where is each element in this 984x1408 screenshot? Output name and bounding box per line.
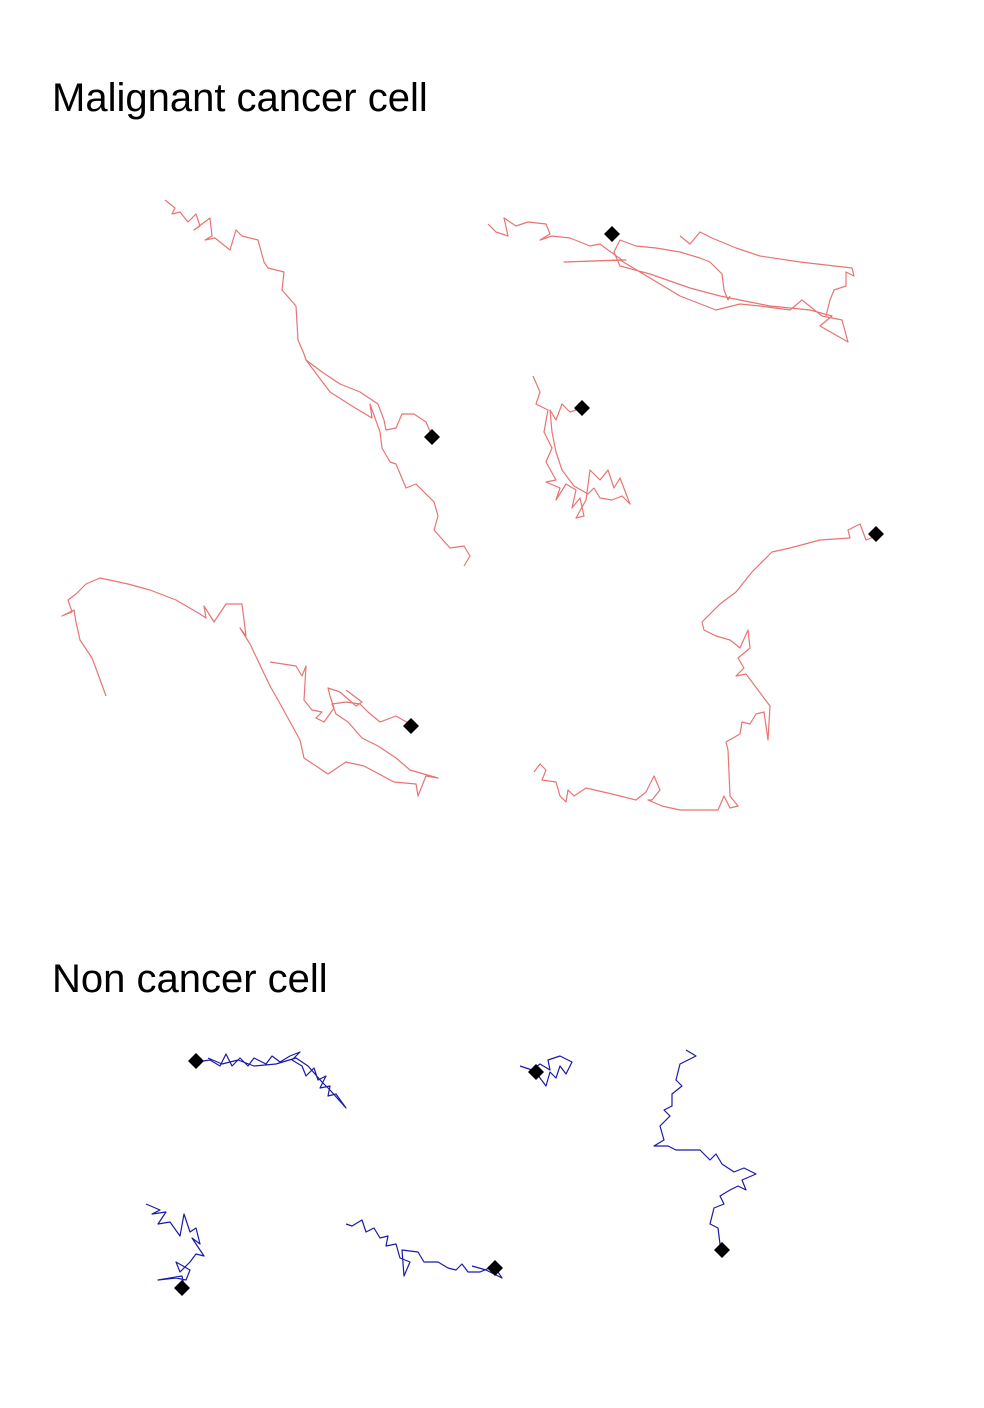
malignant-track-2 [487, 217, 849, 343]
non-cancer-track-4 [145, 1203, 205, 1287]
malignant-track-1 [164, 199, 433, 437]
start-marker-7 [528, 1064, 544, 1080]
non-cancer-track-2 [519, 1055, 573, 1087]
non-cancer-track-1 [195, 1051, 347, 1109]
start-marker-4 [868, 526, 884, 542]
malignant-track-3 [532, 375, 631, 519]
malignant-section-title: Malignant cancer cell [52, 76, 428, 120]
non-cancer-section-title: Non cancer cell [52, 957, 328, 1001]
malignant-track-5 [533, 523, 877, 811]
start-marker-3 [574, 400, 590, 416]
start-marker-10 [487, 1260, 503, 1276]
malignant-track-2b [679, 231, 855, 317]
non-cancer-track-5 [345, 1219, 503, 1279]
malignant-track-4 [61, 577, 439, 797]
start-marker-2 [604, 226, 620, 242]
malignant-track-1b [305, 359, 471, 567]
start-marker-6 [188, 1053, 204, 1069]
malignant-tracks [61, 199, 877, 811]
malignant-track-4b [269, 661, 363, 723]
start-marker-1 [424, 429, 440, 445]
start-marker-9 [174, 1280, 190, 1296]
start-marker-5 [403, 718, 419, 734]
start-markers [174, 226, 884, 1296]
start-marker-8 [714, 1242, 730, 1258]
non-cancer-tracks [145, 1049, 757, 1287]
non-cancer-track-3 [653, 1049, 757, 1251]
